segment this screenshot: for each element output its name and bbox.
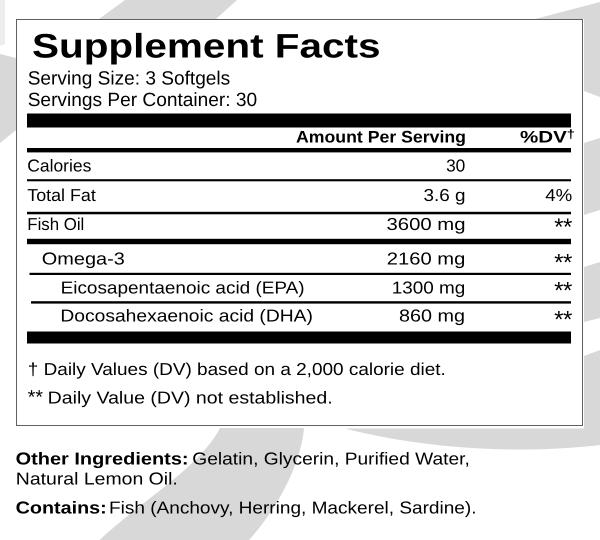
svg-text:*: * bbox=[554, 306, 563, 333]
svg-text:Fish Oil: Fish Oil bbox=[27, 214, 84, 234]
svg-text:Serving Size: 3 Softgels: Serving Size: 3 Softgels bbox=[28, 68, 231, 89]
svg-text:Daily Value (DV) not establish: Daily Value (DV) not established. bbox=[48, 388, 333, 408]
svg-text:*: * bbox=[563, 250, 572, 277]
svg-text:3600 mg: 3600 mg bbox=[387, 214, 466, 234]
svg-text:Supplement Facts: Supplement Facts bbox=[32, 28, 381, 66]
svg-text:*: * bbox=[563, 278, 572, 305]
svg-text:*: * bbox=[554, 278, 563, 305]
svg-text:Omega-3: Omega-3 bbox=[42, 248, 125, 268]
svg-text:† Daily Values (DV) based on a: † Daily Values (DV) based on a 2,000 cal… bbox=[28, 359, 446, 379]
svg-text:30: 30 bbox=[446, 156, 465, 176]
svg-text:Other Ingredients:: Other Ingredients: bbox=[16, 448, 189, 468]
svg-text:Servings Per Container: 30: Servings Per Container: 30 bbox=[28, 90, 258, 111]
svg-text:2160 mg: 2160 mg bbox=[387, 248, 466, 268]
svg-text:**: ** bbox=[28, 387, 44, 409]
svg-text:1300 mg: 1300 mg bbox=[392, 277, 466, 297]
svg-text:*: * bbox=[554, 214, 563, 241]
svg-text:Amount Per Serving: Amount Per Serving bbox=[296, 127, 466, 146]
svg-text:Gelatin, Glycerin, Purified Wa: Gelatin, Glycerin, Purified Water, bbox=[192, 448, 470, 468]
svg-text:%DV†: %DV † bbox=[520, 127, 575, 147]
svg-text:Calories: Calories bbox=[27, 156, 91, 176]
svg-text:Total Fat: Total Fat bbox=[27, 185, 96, 205]
svg-text:Natural Lemon Oil.: Natural Lemon Oil. bbox=[16, 468, 178, 488]
svg-text:Docosahexaenoic acid (DHA): Docosahexaenoic acid (DHA) bbox=[60, 306, 313, 326]
svg-text:Eicosapentaenoic acid (EPA): Eicosapentaenoic acid (EPA) bbox=[61, 277, 305, 297]
svg-text:4%: 4% bbox=[545, 185, 572, 205]
svg-text:*: * bbox=[554, 250, 563, 277]
svg-text:Fish (Anchovy, Herring, Macker: Fish (Anchovy, Herring, Mackerel, Sardin… bbox=[109, 497, 477, 517]
svg-text:Contains:: Contains: bbox=[16, 497, 107, 517]
svg-text:3.6 g: 3.6 g bbox=[424, 185, 466, 205]
svg-text:*: * bbox=[563, 306, 572, 333]
svg-text:860 mg: 860 mg bbox=[399, 306, 465, 326]
svg-text:*: * bbox=[563, 214, 572, 241]
